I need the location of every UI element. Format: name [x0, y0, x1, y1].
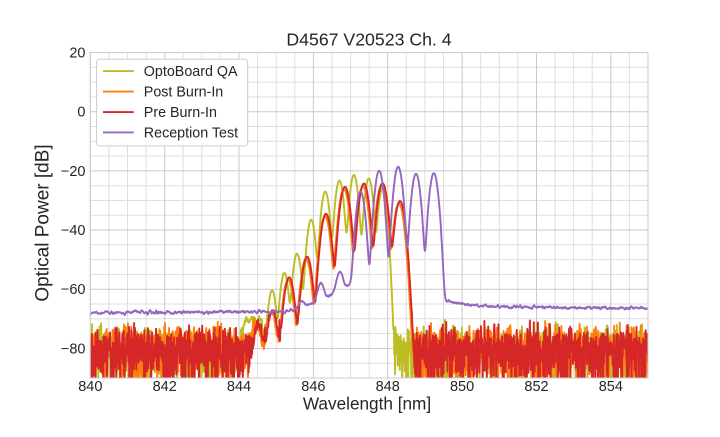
svg-text:844: 844: [227, 379, 251, 395]
svg-text:Pre Burn-In: Pre Burn-In: [144, 105, 217, 121]
svg-text:Reception Test: Reception Test: [144, 125, 238, 141]
svg-text:852: 852: [524, 379, 548, 395]
svg-text:OptoBoard QA: OptoBoard QA: [144, 64, 238, 80]
svg-text:Optical Power [dB]: Optical Power [dB]: [33, 144, 54, 301]
svg-text:−40: −40: [61, 223, 86, 239]
svg-text:−60: −60: [61, 282, 86, 298]
svg-text:842: 842: [153, 379, 177, 395]
svg-text:20: 20: [69, 46, 85, 62]
svg-text:Wavelength [nm]: Wavelength [nm]: [303, 394, 431, 414]
svg-text:D4567 V20523 Ch. 4: D4567 V20523 Ch. 4: [286, 30, 451, 50]
svg-text:846: 846: [301, 379, 325, 395]
svg-text:848: 848: [376, 379, 400, 395]
svg-text:840: 840: [78, 379, 102, 395]
svg-text:−80: −80: [61, 341, 86, 357]
svg-text:0: 0: [77, 105, 85, 121]
svg-text:850: 850: [450, 379, 474, 395]
svg-text:Post Burn-In: Post Burn-In: [144, 85, 224, 101]
svg-text:854: 854: [599, 379, 623, 395]
svg-text:−20: −20: [61, 164, 86, 180]
